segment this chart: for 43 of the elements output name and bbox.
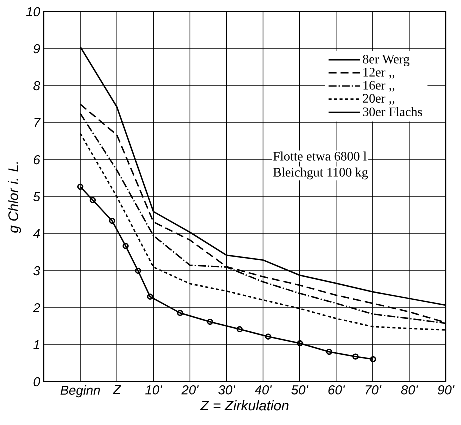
point [297,340,304,347]
x-tick-label: 40' [254,386,272,395]
y-tick-label: 7 [34,118,41,128]
x-tick-label: 20' [182,386,199,395]
x-axis-title: Z = Zirkulation [200,400,289,411]
y-tick-label: 6 [34,155,40,165]
point [147,294,154,300]
x-tick-label: 70' [366,386,382,395]
point [265,334,272,340]
point [207,318,214,326]
y-tick-label: 9 [34,44,40,54]
x-tick-label: Z [112,386,122,394]
x-tick-label: 10' [146,386,162,395]
point [177,310,184,316]
legend-label: 16er ,, [364,81,395,92]
annotation: Flotte etwa 6800 l [274,152,367,161]
point [326,348,333,356]
y-axis-title: g Chlor i. L. [8,162,22,234]
point [352,354,359,360]
y-tick-label: 5 [34,192,41,202]
y-tick-label: 8 [34,81,40,91]
y-tick-label: 3 [34,266,40,276]
y-tick-label: 1 [34,340,40,350]
y-tick-label: 10 [26,7,40,17]
point [122,243,129,250]
point [109,218,116,224]
point [236,326,243,333]
y-tick-label: 0 [34,377,40,387]
y-tick-label: 4 [33,230,40,238]
x-tick-label: 50' [292,386,309,395]
legend-label: 12er ,, [364,68,395,79]
annotation: Bleichgut 1100 kg [274,168,368,180]
y-tick-label: 2 [33,303,40,313]
legend-label: 30er Flachs [363,107,422,116]
x-tick-label: 80' [401,386,418,395]
legend-label: 8er Werg [363,55,410,66]
x-tick-label: Beginn [60,386,100,398]
x-tick-label: 30' [218,386,236,395]
legend-label: 20er ,, [363,94,395,105]
x-tick-label: 90' [438,386,455,395]
point [135,268,142,274]
x-tick-label: 60' [328,386,346,395]
point [90,197,96,204]
